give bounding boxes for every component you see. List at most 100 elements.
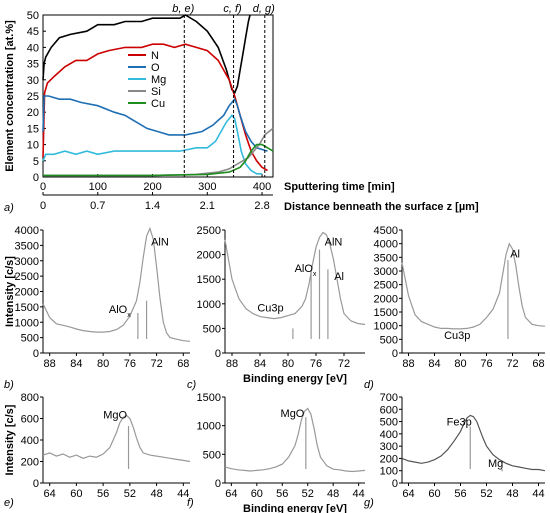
x2-axis-label: Distance benneath the surface z [µm] — [284, 201, 479, 213]
y-tick-label: 4000 — [15, 225, 39, 237]
x-tick-label: 56 — [276, 488, 288, 500]
y-axis-label: Intensity [c/s] — [4, 256, 16, 327]
marker-label: b, e) — [172, 3, 194, 15]
series-line-n — [42, 43, 268, 172]
x-tick-label: 64 — [225, 488, 237, 500]
peak-label: Fe3p — [447, 416, 472, 428]
y-tick-label: 3000 — [15, 256, 39, 268]
x-tick-label: 52 — [124, 488, 136, 500]
x-tick-label: 56 — [97, 488, 109, 500]
x2-tick-label: 1.4 — [145, 200, 160, 212]
y-tick-label: 40 — [27, 42, 39, 54]
peak-label: Cu3p — [444, 330, 470, 342]
y-tick-label: 500 — [21, 333, 39, 345]
marker-label: c, f) — [223, 3, 242, 15]
y-tick-label: 1500 — [15, 302, 39, 314]
y-tick-label: 3000 — [374, 266, 398, 278]
peak-label: Al — [510, 248, 520, 260]
x-tick-label: 88 — [402, 358, 414, 370]
y-tick-label: 800 — [21, 392, 39, 404]
peak-label: Al — [334, 271, 344, 283]
x-tick-label: 84 — [70, 358, 82, 370]
x-tick-label: 72 — [150, 358, 162, 370]
y-tick-label: 2000 — [197, 250, 221, 262]
y-tick-label: 0 — [215, 348, 221, 360]
peak-label: MgO — [281, 408, 305, 420]
x-tick-label: 64 — [402, 488, 414, 500]
series-line-cu — [43, 143, 274, 177]
peak-label: AlN — [325, 237, 343, 249]
legend-label: N — [151, 50, 159, 62]
x-tick-label: 76 — [480, 358, 492, 370]
spectrum-chart-e: 0 200 400 600 800 64 60 56 52 48 44 MgO Intensity [c… — [4, 392, 191, 509]
y-tick-label: 20 — [27, 107, 39, 119]
x-tick-label: 44 — [177, 488, 189, 500]
x-tick-label: 48 — [150, 488, 162, 500]
panel-label: g) — [364, 497, 374, 509]
y-tick-label: 1000 — [374, 321, 398, 333]
peak-label: AlOx — [295, 263, 317, 278]
y-tick-label: 600 — [21, 414, 39, 426]
y-tick-label: 300 — [380, 441, 398, 453]
y-axis-label: Element concentration [at.%] — [4, 20, 16, 172]
depth-profile-chart: 0 5 10 15 20 25 30 35 40 45 50 0 100 200 300 400 0 0.7 1.4… — [4, 3, 479, 214]
x-tick-label: 200 — [143, 181, 161, 193]
series-line-total — [42, 226, 191, 342]
y-tick-label: 600 — [380, 404, 398, 416]
series-line-total — [401, 242, 546, 330]
y-tick-label: 500 — [380, 334, 398, 346]
legend-label: O — [151, 62, 160, 74]
x-tick-label: 400 — [253, 181, 271, 193]
x-tick-label: 52 — [480, 488, 492, 500]
legend-label: Cu — [151, 98, 165, 110]
y-tick-label: 10 — [27, 140, 39, 152]
series-line-total — [401, 414, 546, 472]
x2-tick-label: 2.1 — [200, 200, 215, 212]
x-tick-label: 80 — [282, 358, 294, 370]
series-line-total — [224, 231, 366, 326]
spectrum-chart-f: 0 500 1000 1500 64 60 56 52 48 44 MgO Binding energ… — [187, 392, 366, 513]
x-tick-label: 84 — [428, 358, 440, 370]
y-tick-label: 3500 — [15, 240, 39, 252]
x-tick-label: 76 — [310, 358, 322, 370]
x-tick-label: 0 — [40, 181, 46, 193]
y-tick-label: 0 — [33, 348, 39, 360]
y-tick-label: 4500 — [374, 225, 398, 237]
panel-label: e) — [4, 497, 14, 509]
x-tick-label: 88 — [226, 358, 238, 370]
y-tick-label: 2500 — [15, 271, 39, 283]
x-tick-label: 56 — [454, 488, 466, 500]
y-tick-label: 200 — [21, 457, 39, 469]
x-tick-label: 48 — [327, 488, 339, 500]
x-tick-label: 72 — [338, 358, 350, 370]
y-tick-label: 35 — [27, 59, 39, 71]
y-tick-label: 500 — [203, 449, 221, 461]
peak-label: AlN — [151, 236, 169, 248]
y-tick-label: 1500 — [374, 307, 398, 319]
y-tick-label: 4000 — [374, 239, 398, 251]
panel-label: a) — [4, 202, 14, 214]
x2-tick-label: 0.7 — [90, 200, 105, 212]
y-tick-label: 25 — [27, 91, 39, 103]
peak-label: Mg — [488, 458, 503, 470]
x-tick-label: 80 — [97, 358, 109, 370]
x-axis-label: Sputtering time [min] — [284, 181, 395, 193]
spectrum-chart-b: 0 500 1000 1500 2000 2500 3000 3500 4000 88 84 80 76… — [4, 225, 191, 391]
y-tick-label: 0 — [33, 478, 39, 490]
y-tick-label: 15 — [27, 123, 39, 135]
x-tick-label: 60 — [251, 488, 263, 500]
y-tick-label: 200 — [380, 453, 398, 465]
x-tick-label: 80 — [454, 358, 466, 370]
panel-label: d) — [364, 379, 374, 391]
series-line-o — [42, 95, 268, 152]
x-tick-label: 300 — [198, 181, 216, 193]
x-tick-label: 60 — [70, 488, 82, 500]
y-axis-label: Intensity [c/s] — [4, 404, 16, 475]
y-tick-label: 2000 — [374, 293, 398, 305]
x-tick-label: 60 — [428, 488, 440, 500]
y-tick-label: 0 — [392, 478, 398, 490]
panel-label: c) — [187, 379, 197, 391]
x-tick-label: 64 — [44, 488, 56, 500]
